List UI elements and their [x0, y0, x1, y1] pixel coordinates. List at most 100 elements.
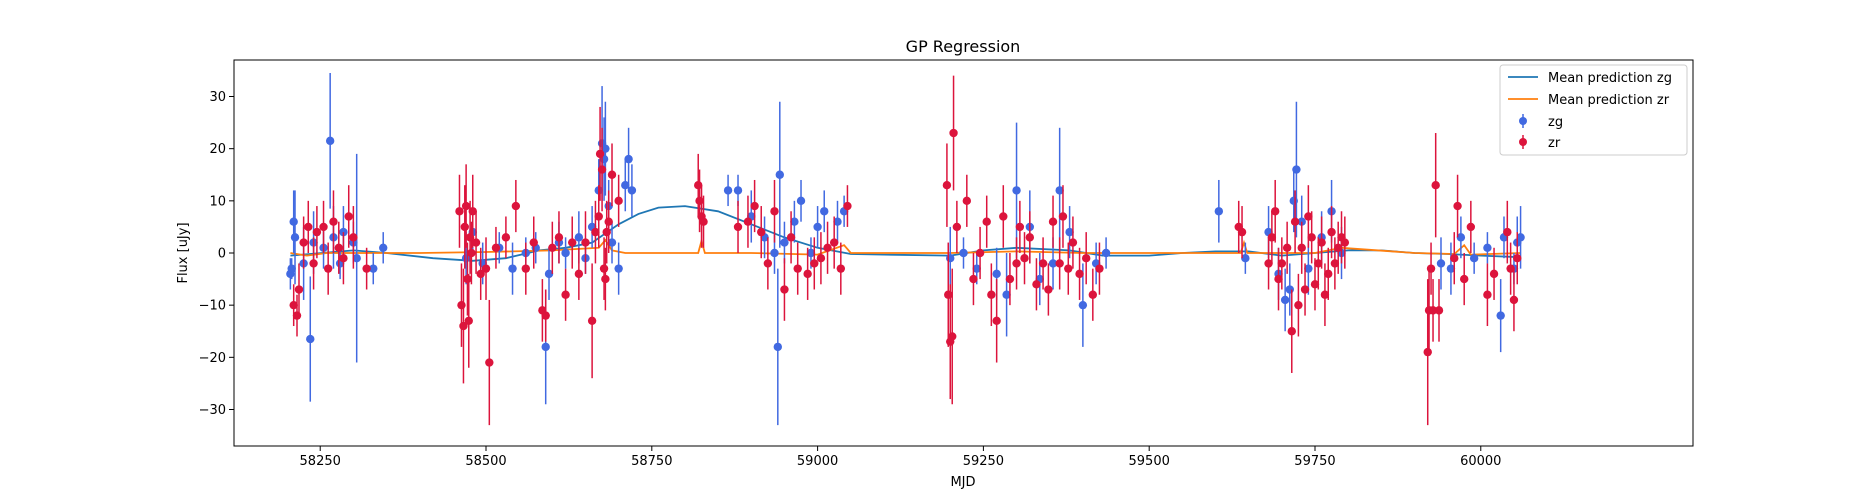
data-point-zg — [775, 170, 784, 179]
data-point-zr — [1453, 201, 1462, 211]
data-point-zr — [601, 274, 610, 284]
y-tick-label: 30 — [209, 90, 226, 105]
data-point-zr — [1048, 217, 1058, 226]
data-point-zr — [843, 201, 852, 211]
data-point-zr — [323, 264, 333, 273]
data-point-zr — [816, 254, 826, 263]
data-point-zg — [461, 254, 471, 263]
data-point-zr — [312, 227, 322, 237]
chart-title: GP Regression — [906, 37, 1021, 56]
data-point-zr — [595, 149, 605, 159]
data-point-zr — [607, 170, 617, 179]
data-point-zr — [344, 212, 353, 221]
data-point-zr — [1058, 212, 1068, 221]
data-point-zg — [1289, 196, 1298, 206]
data-point-zg — [287, 264, 296, 273]
data-point-zg — [1516, 233, 1525, 242]
x-tick-label: 59750 — [1294, 454, 1335, 469]
data-point-zr — [962, 196, 972, 206]
legend: Mean prediction zg Mean prediction zr zg… — [1499, 64, 1688, 156]
data-point-zr — [568, 238, 577, 247]
data-point-zr — [299, 238, 308, 247]
data-point-zr — [1267, 233, 1277, 242]
data-point-zr — [329, 217, 338, 226]
data-point-zr — [1314, 259, 1323, 268]
data-point-zr — [591, 227, 600, 237]
data-point-zr — [1020, 254, 1029, 263]
x-tick-label: 58750 — [631, 454, 672, 469]
data-point-zr — [836, 264, 846, 273]
data-point-zr — [1300, 285, 1310, 294]
data-point-zg — [833, 217, 842, 226]
data-point-zr — [468, 207, 477, 216]
data-point-zr — [786, 233, 796, 242]
data-point-zr — [992, 316, 1001, 326]
data-point-zr — [1304, 212, 1313, 221]
data-point-zr — [1297, 243, 1306, 252]
series-zr — [289, 75, 1522, 426]
data-point-zr — [823, 243, 832, 252]
data-point-zr — [743, 217, 753, 226]
data-point-zr — [1055, 259, 1064, 268]
data-point-zr — [780, 285, 789, 294]
data-point-zr — [501, 233, 511, 242]
x-axis-label: MJD — [950, 475, 975, 490]
plot-area — [286, 73, 1525, 426]
data-point-zr — [975, 248, 985, 258]
data-point-zg — [541, 342, 550, 352]
data-point-zg — [1285, 285, 1294, 294]
data-point-zr — [309, 259, 318, 268]
data-point-zr — [1324, 269, 1333, 279]
data-point-zr — [602, 227, 611, 237]
data-point-zr — [581, 238, 590, 247]
x-tick-label: 60000 — [1460, 454, 1501, 469]
data-point-zr — [554, 233, 564, 242]
legend-marker-zg — [1519, 117, 1527, 125]
data-point-zg — [1304, 264, 1313, 273]
data-point-zg — [574, 233, 584, 242]
data-point-zr — [987, 290, 996, 299]
data-point-zg — [325, 136, 335, 146]
legend-label-zr: zr — [1548, 136, 1561, 151]
data-point-zg — [369, 264, 378, 273]
x-tick-label: 58500 — [465, 454, 506, 469]
data-point-zr — [810, 259, 819, 268]
data-point-zr — [587, 316, 597, 326]
data-point-zr — [1015, 222, 1025, 232]
data-point-zg — [306, 334, 315, 344]
data-point-zr — [1081, 254, 1091, 263]
data-point-zg — [561, 248, 570, 258]
data-point-zr — [1064, 264, 1073, 273]
data-point-zr — [803, 269, 812, 279]
data-point-zr — [1294, 300, 1303, 310]
data-point-zr — [334, 243, 343, 252]
data-point-zr — [460, 222, 469, 232]
data-point-zg — [1002, 290, 1011, 299]
data-point-zg — [1241, 254, 1250, 263]
data-point-zr — [465, 233, 475, 242]
data-point-zg — [1292, 165, 1301, 174]
data-point-zr — [949, 128, 958, 138]
data-point-zg — [290, 233, 300, 242]
y-tick-label: −10 — [199, 299, 226, 314]
data-point-zr — [1264, 259, 1273, 268]
data-point-zg — [621, 180, 630, 190]
data-point-zr — [1282, 243, 1292, 252]
data-point-zr — [1095, 264, 1104, 273]
data-point-zr — [1310, 280, 1320, 289]
data-point-zr — [982, 217, 991, 226]
data-point-zr — [521, 264, 530, 273]
data-point-zr — [1506, 264, 1515, 273]
data-point-zr — [304, 222, 313, 232]
data-point-zr — [1489, 269, 1499, 279]
data-point-zr — [457, 300, 466, 310]
data-point-zg — [1483, 243, 1492, 252]
data-point-zr — [464, 316, 473, 326]
data-point-zr — [481, 264, 491, 273]
legend-marker-zr — [1519, 138, 1527, 146]
data-point-zr — [1038, 259, 1048, 268]
data-point-zg — [508, 264, 517, 273]
data-point-zg — [1065, 227, 1074, 237]
x-axis-ticks: 58250 58500 58750 59000 59250 59500 59750 60000 — [300, 446, 1501, 469]
data-point-zr — [829, 238, 839, 247]
